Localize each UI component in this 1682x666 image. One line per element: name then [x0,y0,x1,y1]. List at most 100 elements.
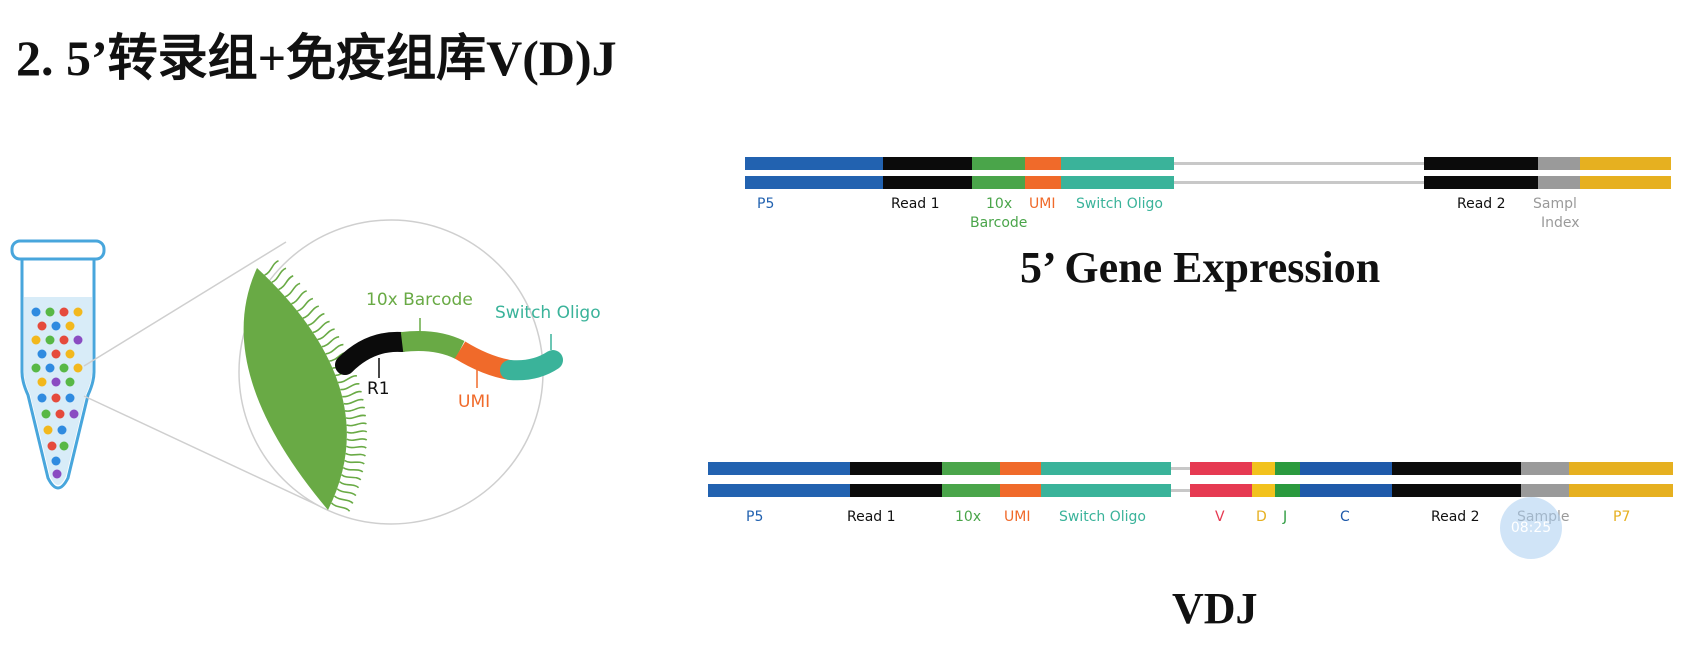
oligo-strand [344,406,366,412]
oligo-strand [321,336,340,348]
vdj-d-segment [1252,462,1275,475]
ge-sample-index-segment [1538,176,1580,189]
oligo-strand [340,383,360,391]
vdj-umi-segment [1000,484,1041,497]
oligo-strand [307,312,325,327]
vdj-d-label: D [1256,509,1267,525]
oligo-switch-segment [500,350,563,381]
ge-switch-segment [1061,157,1174,170]
ge-strand-bottom [745,176,1671,189]
zoom-line-bottom [83,395,329,511]
vdj-read2-segment [1392,462,1521,475]
vdj-title: VDJ [1172,584,1258,633]
vdj-sample-index-segment [1521,462,1569,475]
bead-r1-label: R1 [367,379,390,399]
ge-umi-label: UMI [1029,196,1055,212]
vdj-v-label: V [1215,509,1225,525]
vdj-p7-label: P7 [1613,509,1630,525]
vdj-p5-label: P5 [746,509,763,525]
vdj-p5-segment [708,462,850,475]
ge-umi-segment [1025,157,1061,170]
vdj-v-segment [1190,484,1252,497]
oligo-strand [337,375,358,384]
vdj-read2-label: Read 2 [1431,509,1480,525]
vdj-p7-segment [1569,462,1673,475]
vdj-read1-segment [850,484,942,497]
oligo-strand [346,422,367,427]
vdj-switch-label: Switch Oligo [1059,509,1146,525]
vdj-strand-bottom [708,484,1673,497]
oligo-strand [346,438,368,442]
vdj-c-label: C [1340,509,1350,525]
oligo-strand [345,452,366,457]
gene-expression-library: P5 Read 1 10x Barcode UMI Switch Oligo R… [745,157,1671,231]
oligo-strand [312,320,330,334]
bead-zoom: 10x Barcode Switch Oligo R1 UMI [238,219,601,525]
ge-p5-segment [745,157,883,170]
ge-p5-segment [745,176,883,189]
vdj-j-label: J [1282,509,1287,525]
vdj-p7-segment [1569,484,1673,497]
vdj-p5-segment [708,484,850,497]
ge-p7-segment [1580,157,1671,170]
oligo-strand [264,260,279,276]
vdj-barcode-segment [942,462,1000,475]
oligo-strand [330,502,351,512]
oligo-strand [346,430,368,434]
oligo-strand [341,474,362,481]
vdj-strand-top [708,462,1673,475]
ge-switch-label: Switch Oligo [1076,196,1163,212]
ge-sample-index-segment [1538,157,1580,170]
oligo-strand [271,267,287,284]
ge-switch-segment [1061,176,1174,189]
vdj-j-segment [1275,484,1300,497]
bead-umi-label: UMI [458,392,490,412]
ge-read2-segment [1424,157,1538,170]
ge-index-label: Index [1541,215,1580,231]
oligo-strand [284,282,301,298]
gel-bead [243,268,347,510]
gene-expression-title: 5’ Gene Expression [1020,243,1381,292]
tube-illustration [10,239,106,490]
bead-switch-label: Switch Oligo [495,303,601,323]
vdj-j-segment [1275,462,1300,475]
ge-insert-line [1174,181,1424,184]
oligo-strand [342,390,362,398]
vdj-d-segment [1252,484,1275,497]
oligo-strand [342,466,364,473]
vdj-sample-index-segment [1521,484,1569,497]
vdj-v-segment [1190,462,1252,475]
vdj-library: P5 Read 1 10x UMI Switch Oligo V D J C R… [708,462,1673,525]
ge-p5-label: P5 [757,196,774,212]
bead-oligo [335,331,563,381]
oligo-strand [344,459,365,465]
ge-barcode-segment [972,157,1025,170]
ge-read1-label: Read 1 [891,196,940,212]
vdj-10x-label: 10x [955,509,981,525]
ge-umi-segment [1025,176,1061,189]
oligo-strand [291,290,307,305]
oligo-strand [297,297,314,312]
vdj-switch-segment [1041,462,1171,475]
vdj-umi-segment [1000,462,1041,475]
oligo-strand [317,328,335,341]
oligo-barcode-segment [400,331,465,360]
vdj-read1-segment [850,462,942,475]
ge-strand-top [745,157,1671,170]
zoom-line-top [83,241,287,367]
vdj-umi-label: UMI [1004,509,1030,525]
oligo-strand [302,305,320,319]
vdj-gap-line [1171,467,1190,470]
oligo-strand [333,495,354,504]
oligo-strand [278,275,294,291]
ge-read1-segment [883,157,972,170]
vdj-gap-line [1171,489,1190,492]
ge-read1-segment [883,176,972,189]
floating-clock-button[interactable]: 08:25 [1500,497,1562,559]
vdj-barcode-segment [942,484,1000,497]
ge-10x-label: 10x [986,196,1012,212]
page-title: 2. 5’转录组+免疫组库V(D)J [16,30,617,86]
vdj-c-segment [1300,462,1392,475]
ge-p7-segment [1580,176,1671,189]
